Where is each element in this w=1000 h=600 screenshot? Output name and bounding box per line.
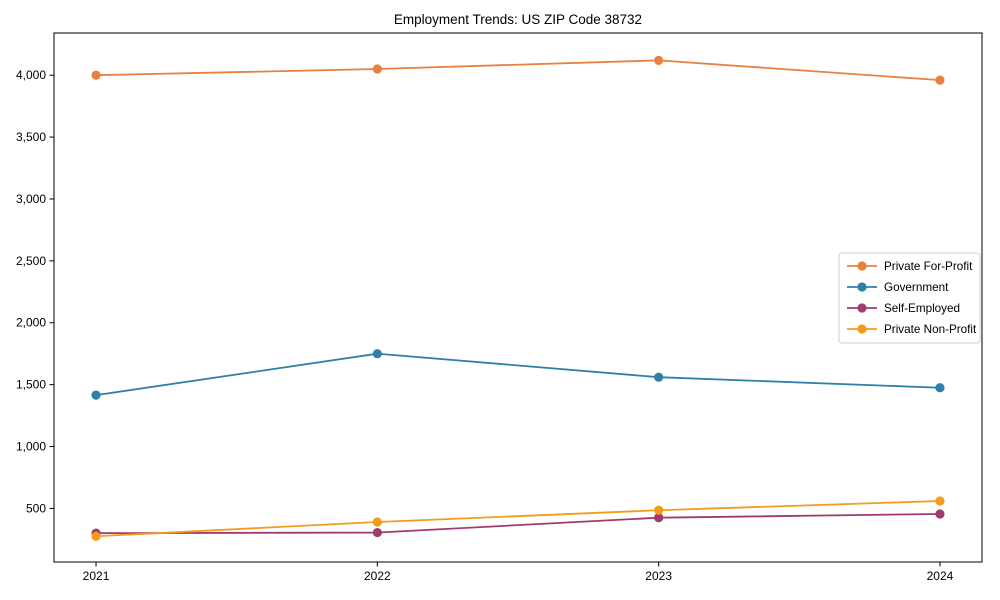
legend-marker xyxy=(857,261,867,271)
y-tick-label: 3,500 xyxy=(16,130,46,144)
legend-item: Government xyxy=(847,281,949,294)
x-tick-label: 2021 xyxy=(83,569,110,583)
legend-label: Government xyxy=(884,281,949,294)
data-point-marker xyxy=(935,383,945,393)
legend-item: Private For-Profit xyxy=(847,260,973,273)
y-tick-label: 3,000 xyxy=(16,192,46,206)
y-tick-label: 4,000 xyxy=(16,68,46,82)
y-tick-label: 2,500 xyxy=(16,254,46,268)
y-tick-label: 1,000 xyxy=(16,440,46,454)
legend-box xyxy=(838,252,981,344)
x-axis: 2021 2022 2023 2024 xyxy=(83,562,954,583)
data-point-marker xyxy=(654,372,664,382)
data-point-marker xyxy=(654,513,664,523)
data-point-marker xyxy=(935,75,945,85)
x-tick-label: 2023 xyxy=(645,569,672,583)
series-line xyxy=(96,513,940,535)
legend-item: Self-Employed xyxy=(847,302,960,315)
legend: Private For-Profit Government Self-Employe… xyxy=(838,252,981,344)
legend-marker xyxy=(857,282,867,292)
data-point-marker xyxy=(935,496,945,506)
series-government xyxy=(91,349,945,400)
y-tick-label: 500 xyxy=(26,501,46,515)
y-tick-label: 1,500 xyxy=(16,378,46,392)
legend-label: Private Non-Profit xyxy=(884,323,977,336)
legend-label: Private For-Profit xyxy=(884,260,973,273)
legend-item: Private Non-Profit xyxy=(847,323,977,336)
legend-marker xyxy=(857,303,867,313)
data-point-marker xyxy=(91,531,101,541)
data-point-marker xyxy=(372,64,382,74)
y-tick-label: 2,000 xyxy=(16,316,46,330)
data-point-marker xyxy=(654,505,664,515)
y-axis: 500 1,000 1,500 2,000 2,500 3,000 3,500 4,000 xyxy=(16,68,54,515)
data-point-marker xyxy=(935,509,945,519)
data-point-marker xyxy=(372,349,382,359)
data-point-marker xyxy=(372,527,382,538)
x-tick-label: 2024 xyxy=(927,569,954,583)
data-point-marker xyxy=(91,390,101,400)
chart-title: Employment Trends: US ZIP Code 38732 xyxy=(393,12,643,27)
x-tick-label: 2022 xyxy=(364,569,391,583)
data-point-marker xyxy=(372,517,382,527)
series-self-employed xyxy=(91,509,945,538)
series-line xyxy=(95,500,940,538)
series-line xyxy=(95,352,940,397)
data-point-marker xyxy=(654,55,664,65)
series-private-non-profit xyxy=(91,496,945,541)
legend-marker xyxy=(857,324,867,334)
series-line xyxy=(96,59,941,82)
data-point-marker xyxy=(91,70,101,80)
series-private-for-profit xyxy=(91,55,945,85)
plot-frame xyxy=(53,32,983,563)
legend-label: Self-Employed xyxy=(884,302,960,315)
